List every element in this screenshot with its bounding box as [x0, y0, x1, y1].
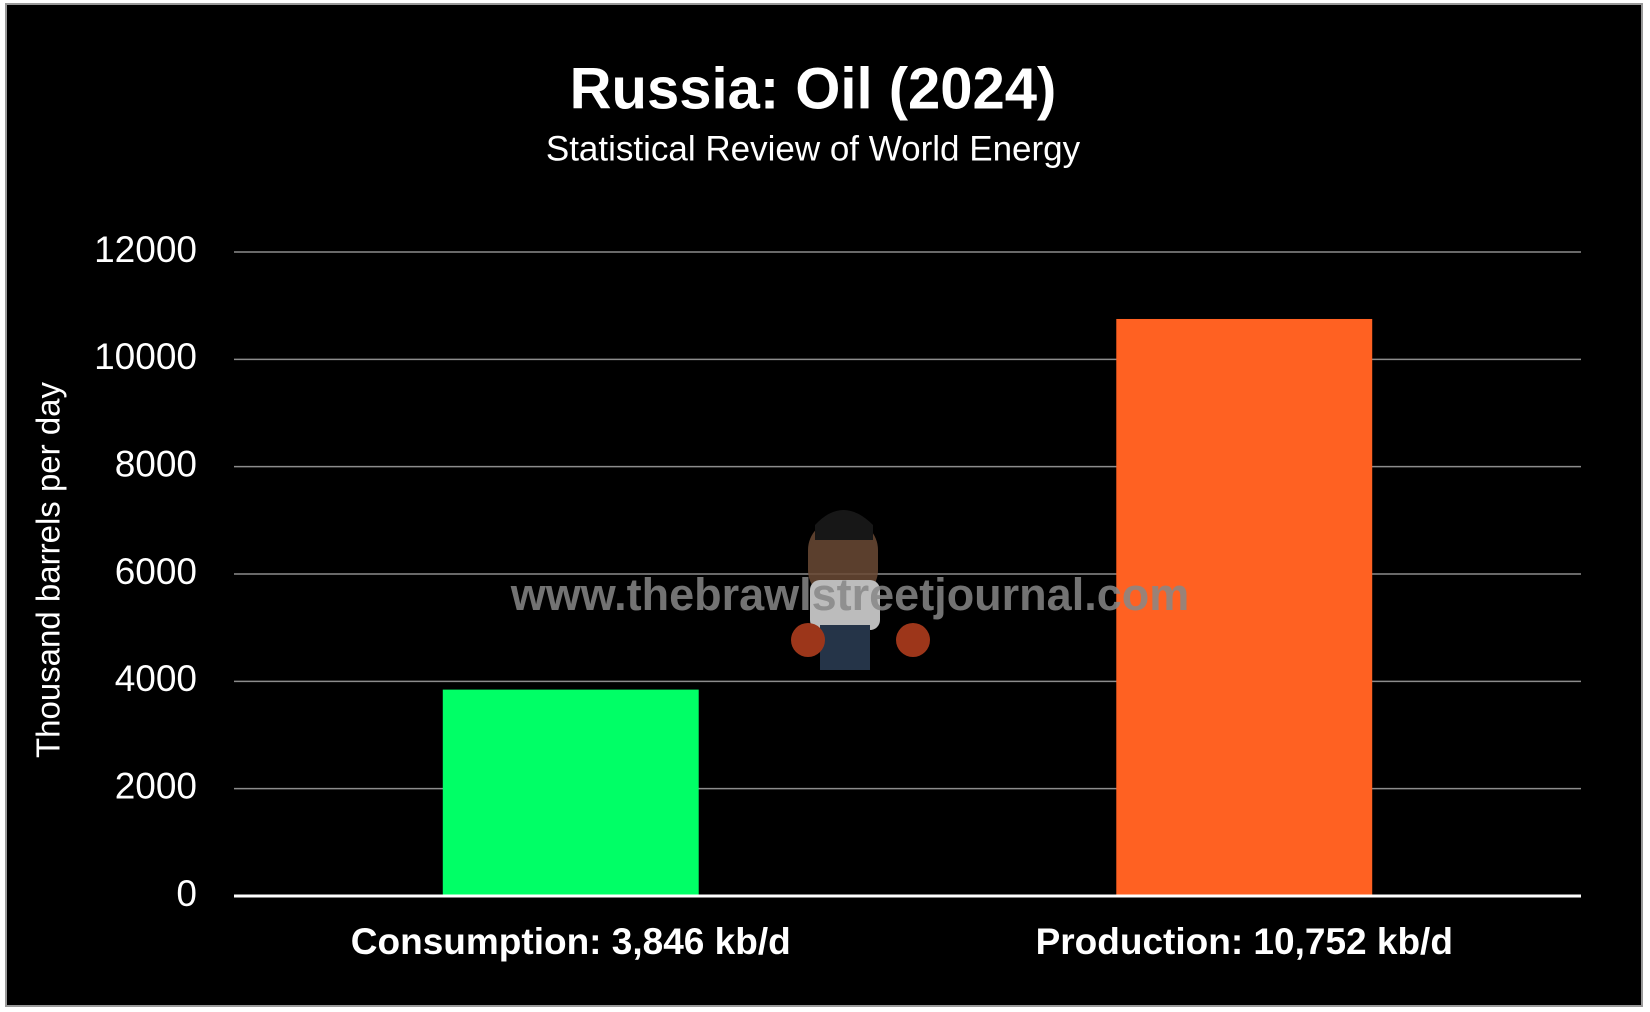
x-tick-label: Consumption: 3,846 kb/d — [351, 921, 791, 962]
y-tick-label: 10000 — [94, 336, 197, 377]
bar — [442, 689, 699, 896]
y-tick-label: 12000 — [94, 229, 197, 270]
plot: 0 2000 4000 6000 8000 10000 12000 Consumption: … — [94, 229, 1581, 962]
x-tick-label: Production: 10,752 kb/d — [1036, 921, 1453, 962]
chart-title: Russia: Oil (2024) — [570, 56, 1057, 121]
y-tick-label: 6000 — [115, 551, 197, 592]
y-axis-label: Thousand barrels per day — [30, 381, 67, 758]
watermark: www.thebrawlstreetjournal.com — [510, 569, 1189, 620]
mascot — [791, 510, 930, 670]
bar — [1116, 318, 1373, 896]
y-tick-label: 8000 — [115, 443, 197, 484]
chart-subtitle: Statistical Review of World Energy — [546, 129, 1081, 168]
y-tick-label: 4000 — [115, 658, 197, 699]
y-tick-label: 0 — [176, 873, 197, 914]
y-tick-label: 2000 — [115, 765, 197, 806]
